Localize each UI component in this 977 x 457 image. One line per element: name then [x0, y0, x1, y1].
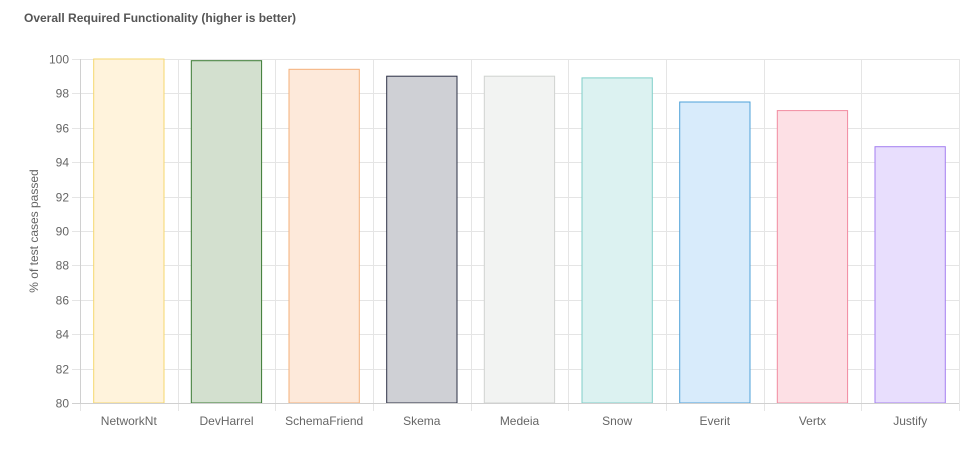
x-tick-label: DevHarrel [199, 414, 253, 428]
x-tick-label: Vertx [799, 414, 826, 428]
y-tick-label: 98 [56, 87, 70, 101]
x-tick-label: Justify [893, 414, 927, 428]
bar-snow [581, 77, 653, 404]
labels-layer: 80 82 84 86 88 90 92 94 96 98 100 NetworkNt DevHarre… [49, 53, 927, 429]
y-tick-label: 100 [49, 53, 69, 67]
y-axis-title: % of test cases passed [27, 169, 41, 292]
y-tick-label: 80 [56, 397, 70, 411]
x-tick-label: NetworkNt [101, 414, 158, 428]
bar-everit [679, 101, 751, 404]
x-tick-label: Medeia [500, 414, 540, 428]
y-tick-label: 86 [56, 294, 70, 308]
y-tick-label: 82 [56, 363, 70, 377]
bar-medeia [483, 75, 556, 404]
bar-schemafriend [288, 68, 360, 404]
bar-devharrel [190, 60, 263, 404]
bar-skema [386, 75, 458, 404]
x-tick-label: Everit [699, 414, 730, 428]
y-tick-label: 84 [56, 328, 70, 342]
y-tick-label: 90 [56, 225, 70, 239]
bar-vertx [776, 110, 849, 404]
chart-title: Overall Required Functionality (higher i… [24, 11, 297, 25]
y-tick-label: 94 [56, 156, 70, 170]
y-tick-label: 88 [56, 259, 70, 273]
bars-layer [93, 58, 946, 404]
x-tick-label: Skema [403, 414, 441, 428]
x-tick-label: SchemaFriend [285, 414, 363, 428]
y-tick-label: 92 [56, 191, 70, 205]
bar-justify [874, 146, 946, 404]
x-tick-label: Snow [602, 414, 632, 428]
y-tick-label: 96 [56, 122, 70, 136]
axis-layer [72, 59, 959, 404]
bar-networknt [93, 58, 165, 404]
